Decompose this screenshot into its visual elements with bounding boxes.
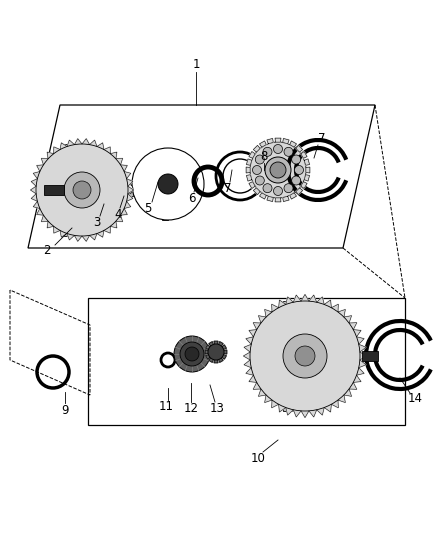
Polygon shape <box>275 198 281 202</box>
Text: 5: 5 <box>144 201 152 214</box>
Polygon shape <box>246 167 250 173</box>
Circle shape <box>158 174 178 194</box>
Text: 6: 6 <box>188 191 196 205</box>
Polygon shape <box>254 146 260 152</box>
Text: 13: 13 <box>209 401 224 415</box>
Text: 3: 3 <box>93 215 101 229</box>
Circle shape <box>255 155 264 164</box>
Polygon shape <box>244 294 367 417</box>
Text: 12: 12 <box>184 401 198 415</box>
Polygon shape <box>214 360 218 363</box>
Circle shape <box>208 344 224 360</box>
Polygon shape <box>31 139 134 241</box>
Circle shape <box>36 144 128 236</box>
Text: 7: 7 <box>318 132 326 144</box>
Polygon shape <box>222 345 226 349</box>
Bar <box>283 301 305 411</box>
Polygon shape <box>205 350 208 354</box>
Polygon shape <box>296 188 303 195</box>
Circle shape <box>270 162 286 178</box>
Circle shape <box>284 184 293 193</box>
Circle shape <box>185 347 199 361</box>
Text: 7: 7 <box>224 182 232 195</box>
Polygon shape <box>290 193 297 199</box>
Circle shape <box>295 346 315 366</box>
Circle shape <box>180 342 204 366</box>
Circle shape <box>104 188 116 200</box>
Polygon shape <box>254 188 260 195</box>
Polygon shape <box>214 341 218 344</box>
Polygon shape <box>224 350 227 354</box>
Circle shape <box>263 147 272 156</box>
Polygon shape <box>209 342 213 346</box>
Polygon shape <box>275 138 281 142</box>
Bar <box>44 185 64 195</box>
Polygon shape <box>219 358 223 362</box>
Text: 8: 8 <box>260 149 268 163</box>
Circle shape <box>73 181 91 199</box>
Polygon shape <box>209 358 213 362</box>
Polygon shape <box>301 182 307 189</box>
Polygon shape <box>205 354 210 359</box>
Polygon shape <box>283 139 289 144</box>
Circle shape <box>294 166 304 174</box>
Text: 14: 14 <box>407 392 423 405</box>
Circle shape <box>265 157 291 183</box>
Polygon shape <box>283 196 289 201</box>
Circle shape <box>284 147 293 156</box>
Circle shape <box>252 166 261 174</box>
Circle shape <box>119 180 137 198</box>
Circle shape <box>123 184 133 194</box>
Polygon shape <box>296 146 303 152</box>
Circle shape <box>174 336 210 372</box>
Polygon shape <box>260 141 266 147</box>
Circle shape <box>132 148 204 220</box>
Polygon shape <box>267 139 273 144</box>
Circle shape <box>250 301 360 411</box>
Polygon shape <box>304 175 310 181</box>
Circle shape <box>292 155 300 164</box>
Polygon shape <box>290 141 297 147</box>
Polygon shape <box>249 151 255 158</box>
Text: 11: 11 <box>159 400 173 413</box>
Polygon shape <box>267 196 273 201</box>
Circle shape <box>273 144 283 154</box>
Circle shape <box>107 191 113 197</box>
Polygon shape <box>306 167 310 173</box>
Polygon shape <box>301 151 307 158</box>
Circle shape <box>263 184 272 193</box>
Text: 9: 9 <box>61 403 69 416</box>
Polygon shape <box>247 175 252 181</box>
Bar <box>362 351 378 361</box>
Polygon shape <box>222 354 226 359</box>
Bar <box>162 148 168 220</box>
Circle shape <box>273 187 283 196</box>
Polygon shape <box>205 345 210 349</box>
Circle shape <box>64 172 100 208</box>
Circle shape <box>250 142 306 198</box>
Circle shape <box>283 334 327 378</box>
Polygon shape <box>247 159 252 165</box>
Bar <box>64 144 82 236</box>
Text: 1: 1 <box>192 59 200 71</box>
Polygon shape <box>304 159 310 165</box>
Circle shape <box>255 176 264 185</box>
Polygon shape <box>219 342 223 346</box>
Polygon shape <box>260 193 266 199</box>
Circle shape <box>292 176 300 185</box>
Polygon shape <box>249 182 255 189</box>
Text: 2: 2 <box>43 244 51 256</box>
Text: 4: 4 <box>114 207 122 221</box>
Text: 10: 10 <box>251 451 265 464</box>
